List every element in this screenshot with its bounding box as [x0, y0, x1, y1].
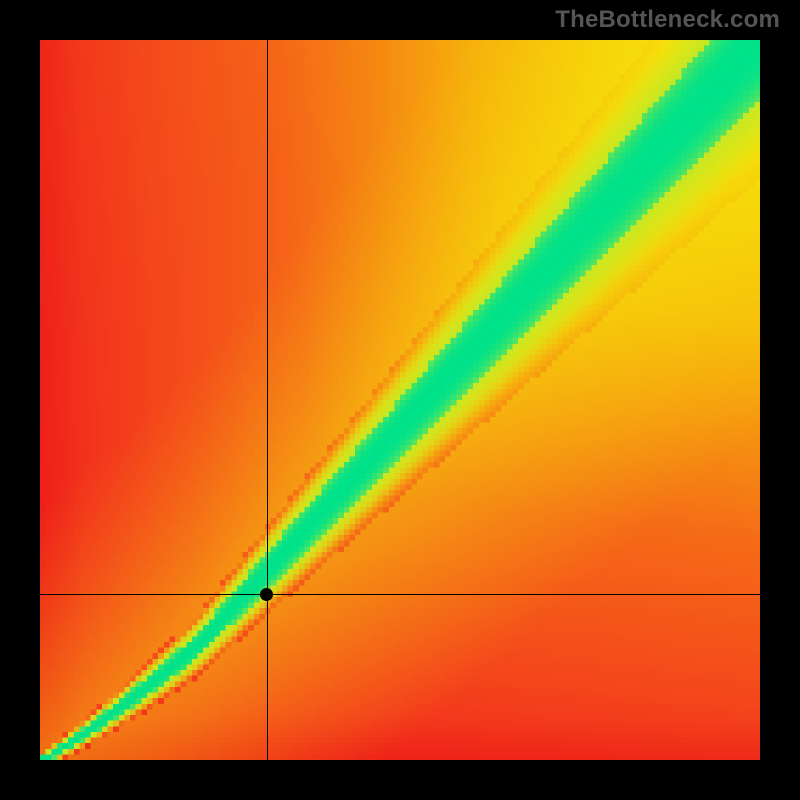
- watermark-text: TheBottleneck.com: [555, 6, 780, 34]
- plot-area: [40, 40, 760, 760]
- heatmap-canvas: [40, 40, 760, 760]
- chart-frame: TheBottleneck.com: [0, 0, 800, 800]
